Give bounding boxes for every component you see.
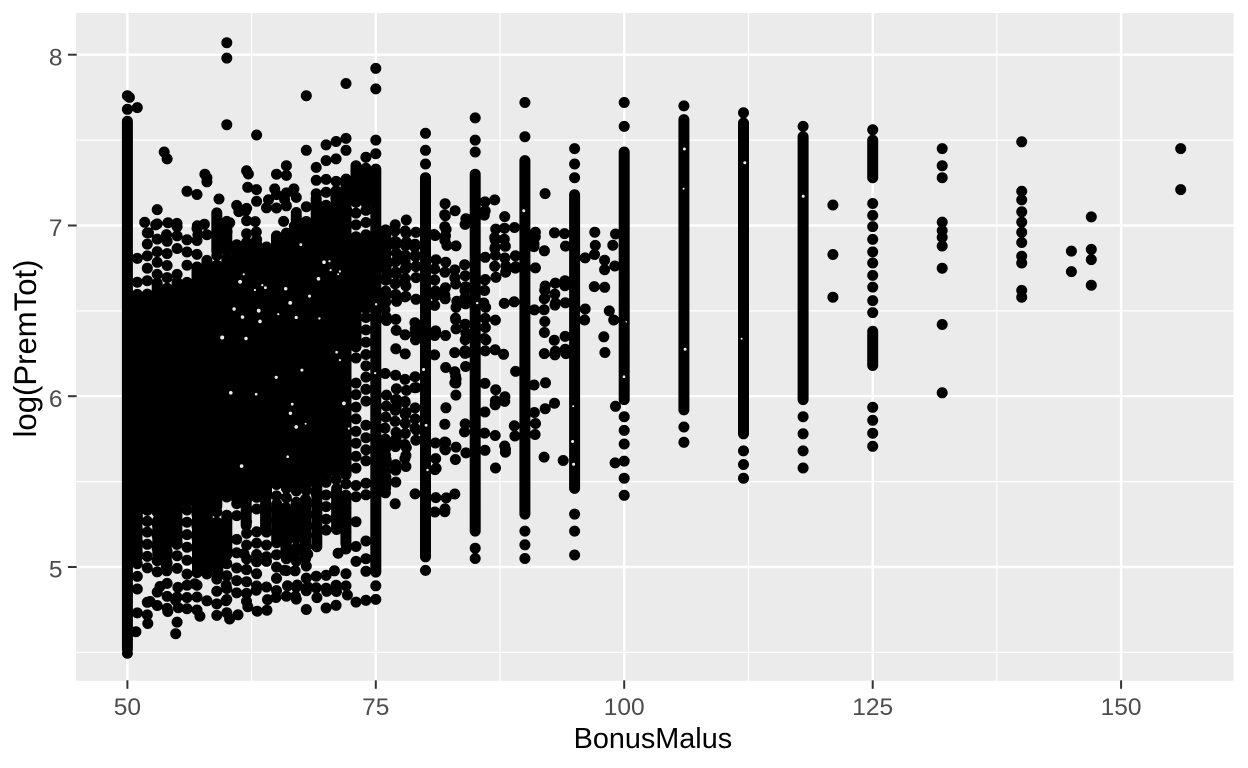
svg-text:7: 7 xyxy=(49,215,63,242)
svg-text:150: 150 xyxy=(1101,694,1142,721)
svg-text:125: 125 xyxy=(852,694,893,721)
svg-text:75: 75 xyxy=(362,694,389,721)
svg-text:50: 50 xyxy=(114,694,141,721)
svg-text:BonusMalus: BonusMalus xyxy=(574,723,732,755)
svg-text:6: 6 xyxy=(49,386,63,413)
svg-text:100: 100 xyxy=(604,694,645,721)
svg-text:5: 5 xyxy=(49,557,63,584)
svg-text:8: 8 xyxy=(49,44,63,71)
svg-text:log(PremTot): log(PremTot) xyxy=(8,260,43,438)
